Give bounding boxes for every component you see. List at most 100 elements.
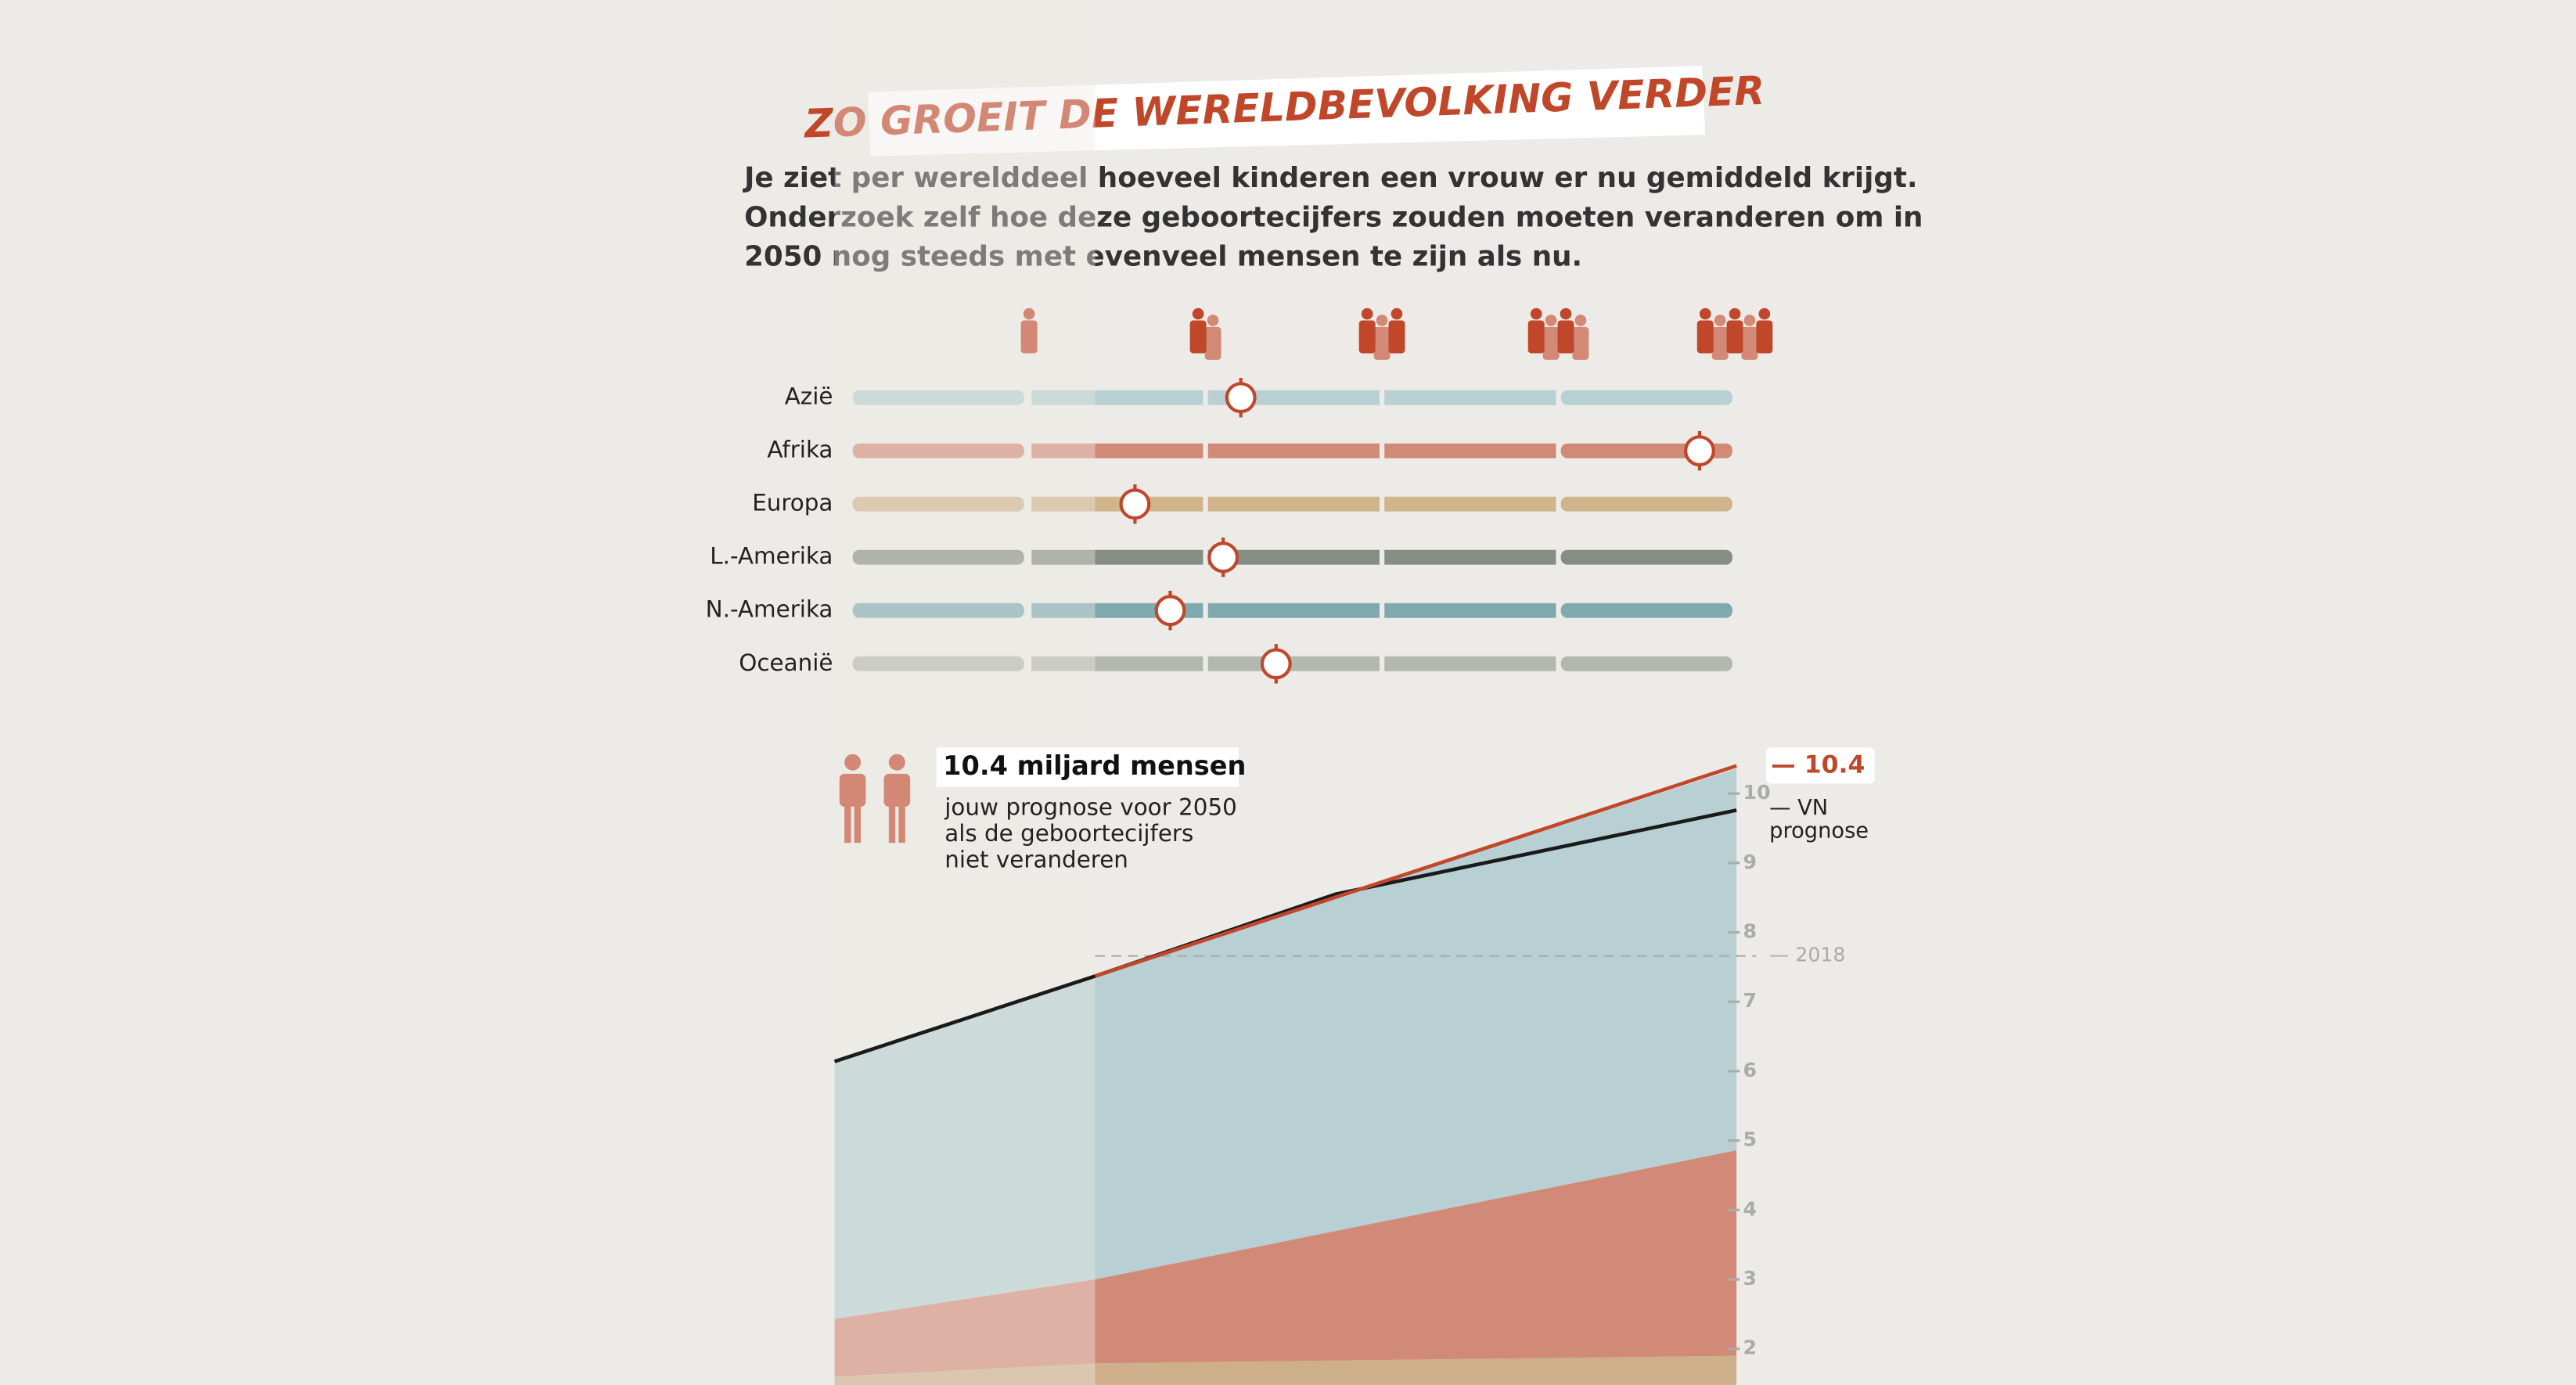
subtitle: Je ziet per werelddeel hoeveel kinderen … <box>743 162 1917 194</box>
slider-track <box>1560 549 1732 565</box>
person-body <box>1557 320 1574 354</box>
people-icon <box>839 754 911 844</box>
person-head <box>1574 315 1587 326</box>
person-head <box>1391 308 1403 320</box>
line <box>1094 764 1737 978</box>
y-tick-label: 2 <box>1743 1336 1758 1359</box>
person-body <box>1204 326 1221 360</box>
label-bg <box>1765 747 1875 784</box>
person-body <box>1696 320 1714 354</box>
slider-track <box>1207 496 1380 512</box>
person-head <box>1714 315 1726 326</box>
y-tick-label: 4 <box>1743 1197 1758 1220</box>
heading-note: niet veranderen <box>944 847 1128 873</box>
line-label: — 10.4 <box>1771 750 1865 779</box>
heading-note: als de geboortecijfers <box>944 820 1193 847</box>
slider-track <box>852 656 1024 671</box>
person-head <box>1729 308 1741 320</box>
slider-track <box>1207 656 1380 671</box>
slider-track <box>1207 549 1380 565</box>
subtitle: Onderzoek zelf hoe deze geboortecijfers … <box>744 201 1923 233</box>
person-head <box>1023 308 1035 320</box>
person-head <box>1192 308 1204 320</box>
slider-track <box>852 603 1024 618</box>
person-head <box>1758 308 1771 320</box>
slider-label: Afrika <box>767 437 833 463</box>
person-head <box>1530 308 1542 320</box>
person-body <box>1572 326 1589 360</box>
people-tick <box>1696 308 1773 360</box>
slider-track <box>852 443 1024 459</box>
slider-track <box>1384 443 1556 459</box>
history-shade <box>834 0 1096 1385</box>
slider-track <box>1560 496 1732 512</box>
person-head <box>1545 315 1557 326</box>
slider-track <box>852 549 1024 565</box>
person-body <box>1756 320 1773 354</box>
person-body <box>1373 326 1391 360</box>
y-tick-label: 5 <box>1743 1128 1758 1151</box>
person-body <box>1358 320 1376 354</box>
person-head <box>1361 308 1373 320</box>
slider-track <box>1384 603 1556 618</box>
slider-track <box>1031 443 1203 459</box>
person-body <box>1189 320 1207 354</box>
y-tick-label: 7 <box>1743 989 1758 1012</box>
area <box>834 768 1737 1319</box>
slider-track <box>852 496 1024 512</box>
slider-label: Azië <box>785 383 833 410</box>
plot <box>834 0 1737 1385</box>
person-head <box>1743 315 1756 326</box>
slider-label: L.-Amerika <box>710 543 833 570</box>
y-tick-label: 8 <box>1743 920 1758 943</box>
slider-label: Europa <box>752 490 833 516</box>
person-body <box>1711 326 1729 360</box>
slider-label: N.-Amerika <box>706 596 833 623</box>
line-label: — VN prognose <box>1769 796 1869 843</box>
person-head <box>1560 308 1572 320</box>
slider-knob[interactable] <box>1225 382 1257 414</box>
line-label-part: — VN <box>1769 796 1828 820</box>
heading-note: jouw prognose voor 2050 <box>944 794 1237 821</box>
slider-knob[interactable] <box>1154 595 1186 627</box>
slider-track <box>1560 603 1732 618</box>
slider-track <box>1031 549 1203 565</box>
people-tick <box>1527 308 1589 360</box>
person-head <box>1699 308 1711 320</box>
slider-track <box>1384 496 1556 512</box>
slider-track <box>1560 656 1732 671</box>
slider-track <box>1207 443 1380 459</box>
slider-knob[interactable] <box>1119 488 1151 520</box>
slider-track <box>1560 390 1732 405</box>
slider-track <box>1031 496 1203 512</box>
slider-track <box>1384 390 1556 405</box>
person-head <box>1376 315 1388 326</box>
person-body <box>1741 326 1758 360</box>
person-body <box>1020 320 1038 354</box>
slider-track <box>852 390 1024 405</box>
title-banner <box>867 66 1706 156</box>
slider-knob[interactable] <box>1684 435 1715 467</box>
slider-label: Oceanië <box>739 649 833 676</box>
person-body <box>1527 320 1545 354</box>
people-tick <box>1358 308 1405 360</box>
area <box>834 1150 1737 1377</box>
person-body <box>1388 320 1405 354</box>
slider-knob[interactable] <box>1207 541 1239 574</box>
line-label-part: prognose <box>1769 818 1869 843</box>
slider-track <box>1031 390 1203 405</box>
slider-knob[interactable] <box>1260 648 1292 680</box>
person-body <box>1726 320 1743 354</box>
slider-track <box>1031 656 1203 671</box>
people-tick <box>1189 308 1221 360</box>
slider-track <box>1384 656 1556 671</box>
y-tick-label: 3 <box>1743 1267 1758 1290</box>
y-tick-label: 6 <box>1743 1059 1758 1081</box>
people-tick <box>1020 308 1038 354</box>
y-tick-label: 10 <box>1743 781 1771 804</box>
slider-track <box>1384 549 1556 565</box>
subtitle: 2050 nog steeds met evenveel mensen te z… <box>744 241 1582 273</box>
area <box>834 1355 1737 1385</box>
